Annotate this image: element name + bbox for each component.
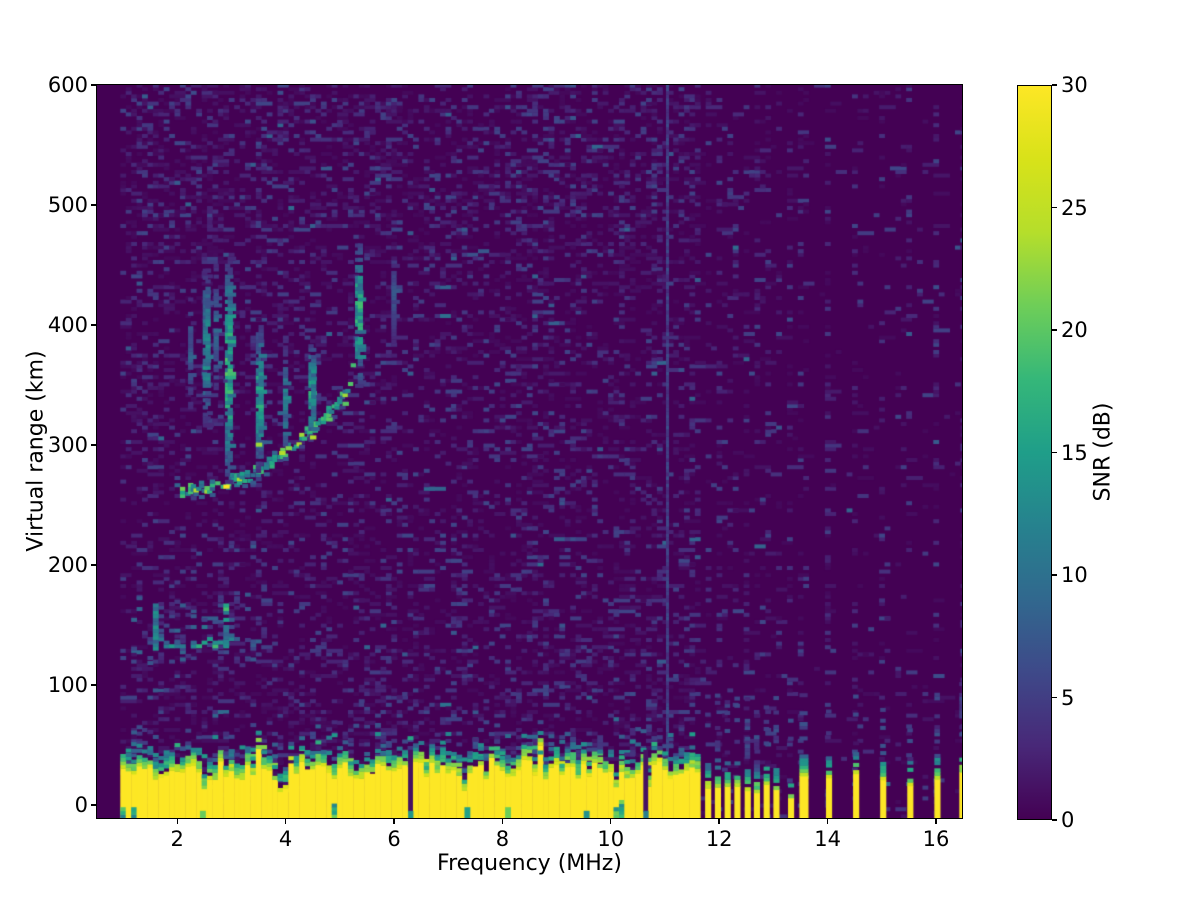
y-tick-mark — [91, 804, 97, 806]
y-tick-label: 500 — [47, 193, 88, 217]
y-tick-label: 0 — [74, 793, 88, 818]
colorbar-tick-label: 0 — [1061, 808, 1075, 832]
y-tick-mark — [91, 684, 97, 686]
colorbar-tick-label: 30 — [1061, 73, 1088, 97]
x-tick-label: 6 — [387, 827, 401, 851]
y-tick-label: 300 — [47, 433, 88, 458]
x-tick-mark — [935, 819, 937, 824]
colorbar-tick-mark — [1052, 696, 1057, 699]
y-tick-label: 200 — [47, 553, 88, 578]
colorbar-tick-label: 15 — [1061, 440, 1088, 465]
x-tick-mark — [610, 819, 612, 824]
x-tick-mark — [284, 819, 287, 824]
colorbar-tick-mark — [1052, 574, 1057, 576]
y-tick-label: 400 — [47, 313, 88, 337]
x-tick-label: 16 — [922, 827, 950, 851]
colorbar-tick-mark — [1052, 329, 1057, 331]
x-tick-mark — [718, 819, 720, 824]
x-tick-mark — [176, 819, 178, 824]
colorbar-tick-label: 5 — [1061, 685, 1075, 710]
colorbar-tick-label: 25 — [1061, 195, 1088, 220]
ionogram-heatmap — [97, 85, 962, 818]
y-tick-mark — [91, 204, 97, 206]
y-tick-label: 600 — [47, 73, 88, 97]
colorbar-tick-label: 10 — [1061, 563, 1088, 587]
x-tick-label: 10 — [597, 827, 625, 851]
x-axis-label: Frequency (MHz) — [437, 851, 622, 876]
x-tick-label: 12 — [705, 827, 733, 851]
y-tick-label: 100 — [47, 673, 88, 698]
x-tick-mark — [393, 819, 395, 824]
colorbar-tick-mark — [1052, 84, 1057, 86]
x-tick-mark — [501, 819, 504, 824]
y-tick-mark — [91, 564, 97, 566]
colorbar-tick-mark — [1052, 451, 1057, 454]
y-tick-mark — [91, 84, 97, 86]
x-tick-label: 8 — [495, 827, 510, 851]
colorbar-label: SNR (dB) — [1090, 402, 1116, 502]
colorbar-tick-mark — [1052, 206, 1057, 209]
y-tick-mark — [91, 324, 97, 326]
x-tick-label: 4 — [278, 827, 293, 851]
x-tick-label: 14 — [814, 827, 841, 851]
x-tick-label: 2 — [170, 827, 184, 851]
colorbar-tick-mark — [1052, 819, 1057, 821]
x-tick-mark — [826, 819, 829, 824]
y-tick-mark — [91, 444, 97, 446]
colorbar — [1017, 85, 1052, 820]
colorbar-tick-label: 20 — [1061, 318, 1088, 342]
